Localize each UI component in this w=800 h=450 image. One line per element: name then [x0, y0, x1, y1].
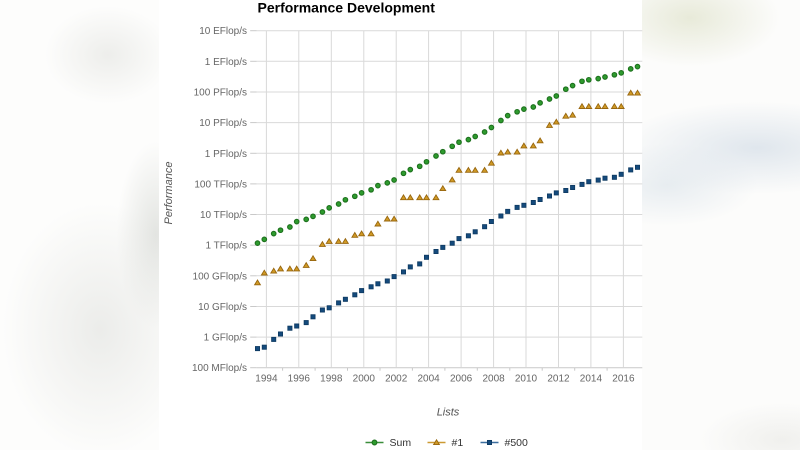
svg-text:1996: 1996 — [288, 374, 311, 385]
svg-text:2008: 2008 — [482, 374, 505, 385]
svg-text:1 EFlop/s: 1 EFlop/s — [205, 57, 247, 68]
svg-text:10 TFlop/s: 10 TFlop/s — [200, 210, 247, 221]
svg-text:2016: 2016 — [612, 374, 635, 385]
svg-text:#500: #500 — [505, 437, 529, 449]
svg-text:1 TFlop/s: 1 TFlop/s — [206, 241, 248, 252]
svg-text:100 MFlop/s: 100 MFlop/s — [192, 363, 247, 374]
svg-text:100 TFlop/s: 100 TFlop/s — [194, 179, 247, 190]
svg-text:Performance: Performance — [163, 162, 175, 225]
svg-text:2010: 2010 — [515, 374, 538, 385]
svg-text:2012: 2012 — [547, 374, 570, 385]
svg-text:1 PFlop/s: 1 PFlop/s — [205, 149, 247, 160]
svg-text:Lists: Lists — [437, 406, 460, 418]
svg-text:#1: #1 — [452, 437, 464, 449]
svg-text:1994: 1994 — [255, 374, 278, 385]
svg-text:10 GFlop/s: 10 GFlop/s — [198, 302, 247, 313]
svg-text:1998: 1998 — [320, 374, 343, 385]
svg-text:Sum: Sum — [390, 437, 412, 449]
svg-text:10 EFlop/s: 10 EFlop/s — [199, 26, 247, 37]
svg-text:2004: 2004 — [417, 374, 440, 385]
svg-text:100 GFlop/s: 100 GFlop/s — [193, 271, 247, 282]
svg-text:2002: 2002 — [385, 374, 408, 385]
svg-text:1 GFlop/s: 1 GFlop/s — [204, 333, 247, 344]
svg-text:10 PFlop/s: 10 PFlop/s — [199, 118, 247, 129]
svg-text:2000: 2000 — [353, 374, 376, 385]
svg-text:Performance Development: Performance Development — [258, 0, 436, 15]
svg-text:2014: 2014 — [580, 374, 603, 385]
svg-text:100 PFlop/s: 100 PFlop/s — [194, 88, 247, 99]
svg-text:2006: 2006 — [450, 374, 473, 385]
